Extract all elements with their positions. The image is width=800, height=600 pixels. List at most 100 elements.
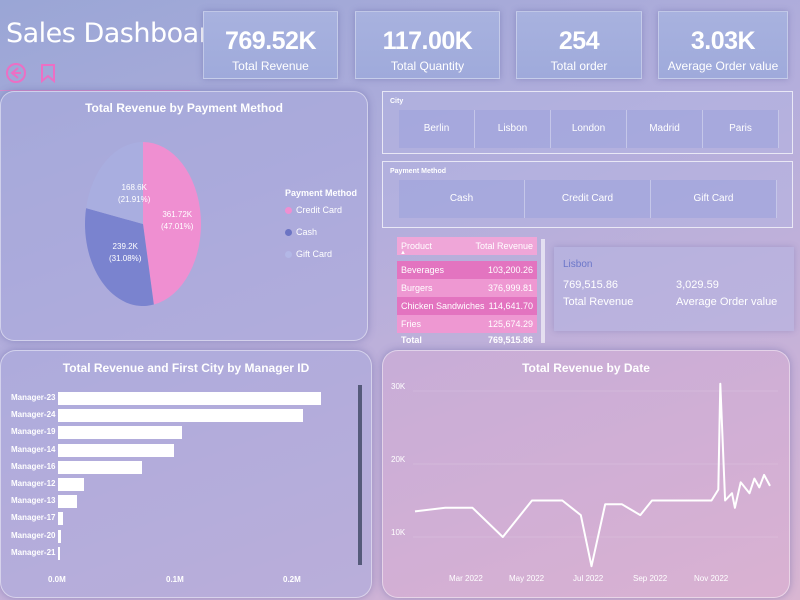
kpi-label: Total Quantity [390, 59, 465, 73]
city-revenue-label: Total Revenue [563, 296, 634, 308]
bar-manager-17[interactable] [58, 512, 63, 526]
table-row[interactable]: Beverages 103,200.26 [397, 261, 537, 279]
table-row[interactable]: Fries 125,674.29 [397, 315, 537, 333]
bar-manager-20[interactable] [58, 529, 61, 543]
x-tick-label: 0.1M [166, 575, 184, 584]
x-tick-label: Jul 2022 [573, 574, 604, 583]
bar-manager-21[interactable] [58, 546, 60, 560]
kpi-total-order: 254 Total order [516, 11, 642, 79]
city-revenue-value: 769,515.86 [563, 279, 619, 291]
x-tick-label: Nov 2022 [694, 574, 729, 583]
revenue-line[interactable] [414, 382, 771, 568]
pie-chart[interactable] [81, 139, 201, 309]
bar-manager-12[interactable] [58, 478, 84, 491]
pie-label-pct: (21.91%) [118, 195, 151, 204]
bar-manager-14[interactable] [58, 443, 174, 457]
bar-manager-23[interactable] [58, 392, 322, 405]
y-tick-label: 10K [391, 528, 406, 537]
kpi-label: Average Order value [667, 59, 779, 73]
slicer-item-cash[interactable]: Cash [399, 180, 525, 218]
slicer-item-credit-card[interactable]: Credit Card [525, 180, 651, 218]
legend-dot-icon [285, 251, 292, 259]
legend-dot-icon [285, 229, 292, 237]
pie-label-pct: (47.01%) [161, 222, 194, 231]
back-arrow-icon[interactable] [5, 62, 27, 84]
slicer-item-london[interactable]: London [551, 110, 627, 148]
bar-category-label: Manager-17 [11, 513, 56, 523]
table-header: Product Total Revenue [397, 237, 537, 255]
x-tick-label: Mar 2022 [449, 574, 483, 583]
slicer-item-madrid[interactable]: Madrid [627, 110, 703, 148]
kpi-average-order-value: 3.03K Average Order value [658, 11, 788, 79]
product-revenue-table: Product Total Revenue ▲ Beverages 103,20… [397, 237, 547, 349]
kpi-label: Total order [550, 59, 608, 73]
kpi-label: Total Revenue [232, 59, 309, 73]
slicer-title: Payment Method [390, 168, 447, 175]
x-tick-label: Sep 2022 [633, 574, 668, 583]
bar-category-label: Manager-12 [11, 479, 56, 488]
city-aov-value: 3,029.59 [676, 279, 719, 291]
table-scrollbar[interactable] [541, 239, 545, 343]
line-chart[interactable] [413, 381, 778, 571]
slicer-title: City [390, 98, 404, 105]
chart-scrollbar[interactable] [358, 385, 362, 565]
revenue-by-manager-card: Total Revenue and First City by Manager … [0, 350, 372, 598]
bar-manager-13[interactable] [58, 495, 77, 509]
bar-category-label: Manager-13 [11, 496, 56, 506]
table-row[interactable]: Chicken Sandwiches 114,641.70 [397, 297, 537, 315]
table-row[interactable]: Burgers 376,999.81 [397, 279, 537, 297]
kpi-value: 769.52K [224, 27, 317, 55]
bar-manager-19[interactable] [58, 426, 183, 440]
legend-item-cash[interactable]: Cash [285, 227, 317, 237]
city-aov-label: Average Order value [676, 296, 778, 308]
header-divider [0, 90, 190, 91]
kpi-value: 254 [558, 27, 600, 55]
bar-category-label: Manager-20 [11, 530, 56, 540]
page-title: Sales Dashboard [6, 18, 226, 49]
column-header-product[interactable]: Product [401, 241, 433, 251]
bar-category-label: Manager-19 [11, 427, 56, 437]
pie-label-gift-card: 168.6K (21.91%) [118, 182, 150, 206]
kpi-value: 3.03K [690, 27, 756, 55]
x-tick-label: 0.0M [48, 575, 66, 584]
kpi-total-revenue: 769.52K Total Revenue [203, 11, 338, 79]
pie-label-value: 168.6K [121, 183, 147, 192]
bar-manager-16[interactable] [58, 460, 143, 474]
y-tick-label: 20K [391, 455, 406, 464]
pie-slice-cash[interactable] [85, 208, 154, 306]
y-tick-label: 30K [391, 382, 406, 391]
bar-category-label: Manager-14 [11, 444, 56, 454]
slicer-item-paris[interactable]: Paris [703, 110, 779, 148]
bar-chart-title: Total Revenue and First City by Manager … [62, 361, 310, 375]
pie-slice-credit-card[interactable] [143, 142, 201, 305]
bar-category-label: Manager-23 [11, 393, 56, 402]
pie-label-value: 239.2K [112, 242, 138, 251]
pie-label-value: 361.72K [162, 210, 193, 219]
bar-category-label: Manager-21 [11, 547, 56, 557]
revenue-by-date-card: Total Revenue by Date 30K 20K 10K Mar 20… [382, 350, 790, 598]
legend-item-credit-card[interactable]: Credit Card [285, 205, 342, 215]
pie-slice-gift-card[interactable] [86, 142, 143, 224]
column-header-total-revenue[interactable]: Total Revenue [475, 241, 533, 251]
slicer-item-gift-card[interactable]: Gift Card [651, 180, 777, 218]
pie-chart-title: Total Revenue by Payment Method [85, 101, 283, 115]
legend-label: Credit Card [296, 205, 343, 215]
legend-label: Cash [296, 227, 318, 237]
legend-dot-icon [285, 207, 292, 215]
slicer-item-berlin[interactable]: Berlin [399, 110, 475, 148]
x-tick-label: May 2022 [509, 574, 545, 583]
bar-chart: Manager-23 Manager-24 Manager-19 Manager-14… [1, 351, 361, 599]
pie-label-credit-card: 361.72K (47.01%) [161, 209, 193, 233]
kpi-total-quantity: 117.00K Total Quantity [355, 11, 500, 79]
bookmark-icon[interactable] [37, 62, 59, 84]
pie-legend-title: Payment Method [285, 188, 358, 198]
slicer-item-lisbon[interactable]: Lisbon [475, 110, 551, 148]
pie-label-cash: 239.2K (31.08%) [109, 241, 141, 265]
table-total-row: Total 769,515.86 [401, 335, 533, 345]
sort-ascending-icon[interactable]: ▲ [400, 250, 406, 256]
legend-item-gift-card[interactable]: Gift Card [285, 249, 332, 259]
legend-label: Gift Card [296, 249, 333, 259]
bar-category-label: Manager-16 [11, 461, 56, 471]
city-slicer: City Berlin Lisbon London Madrid Paris [382, 91, 793, 154]
bar-manager-24[interactable] [58, 409, 303, 423]
